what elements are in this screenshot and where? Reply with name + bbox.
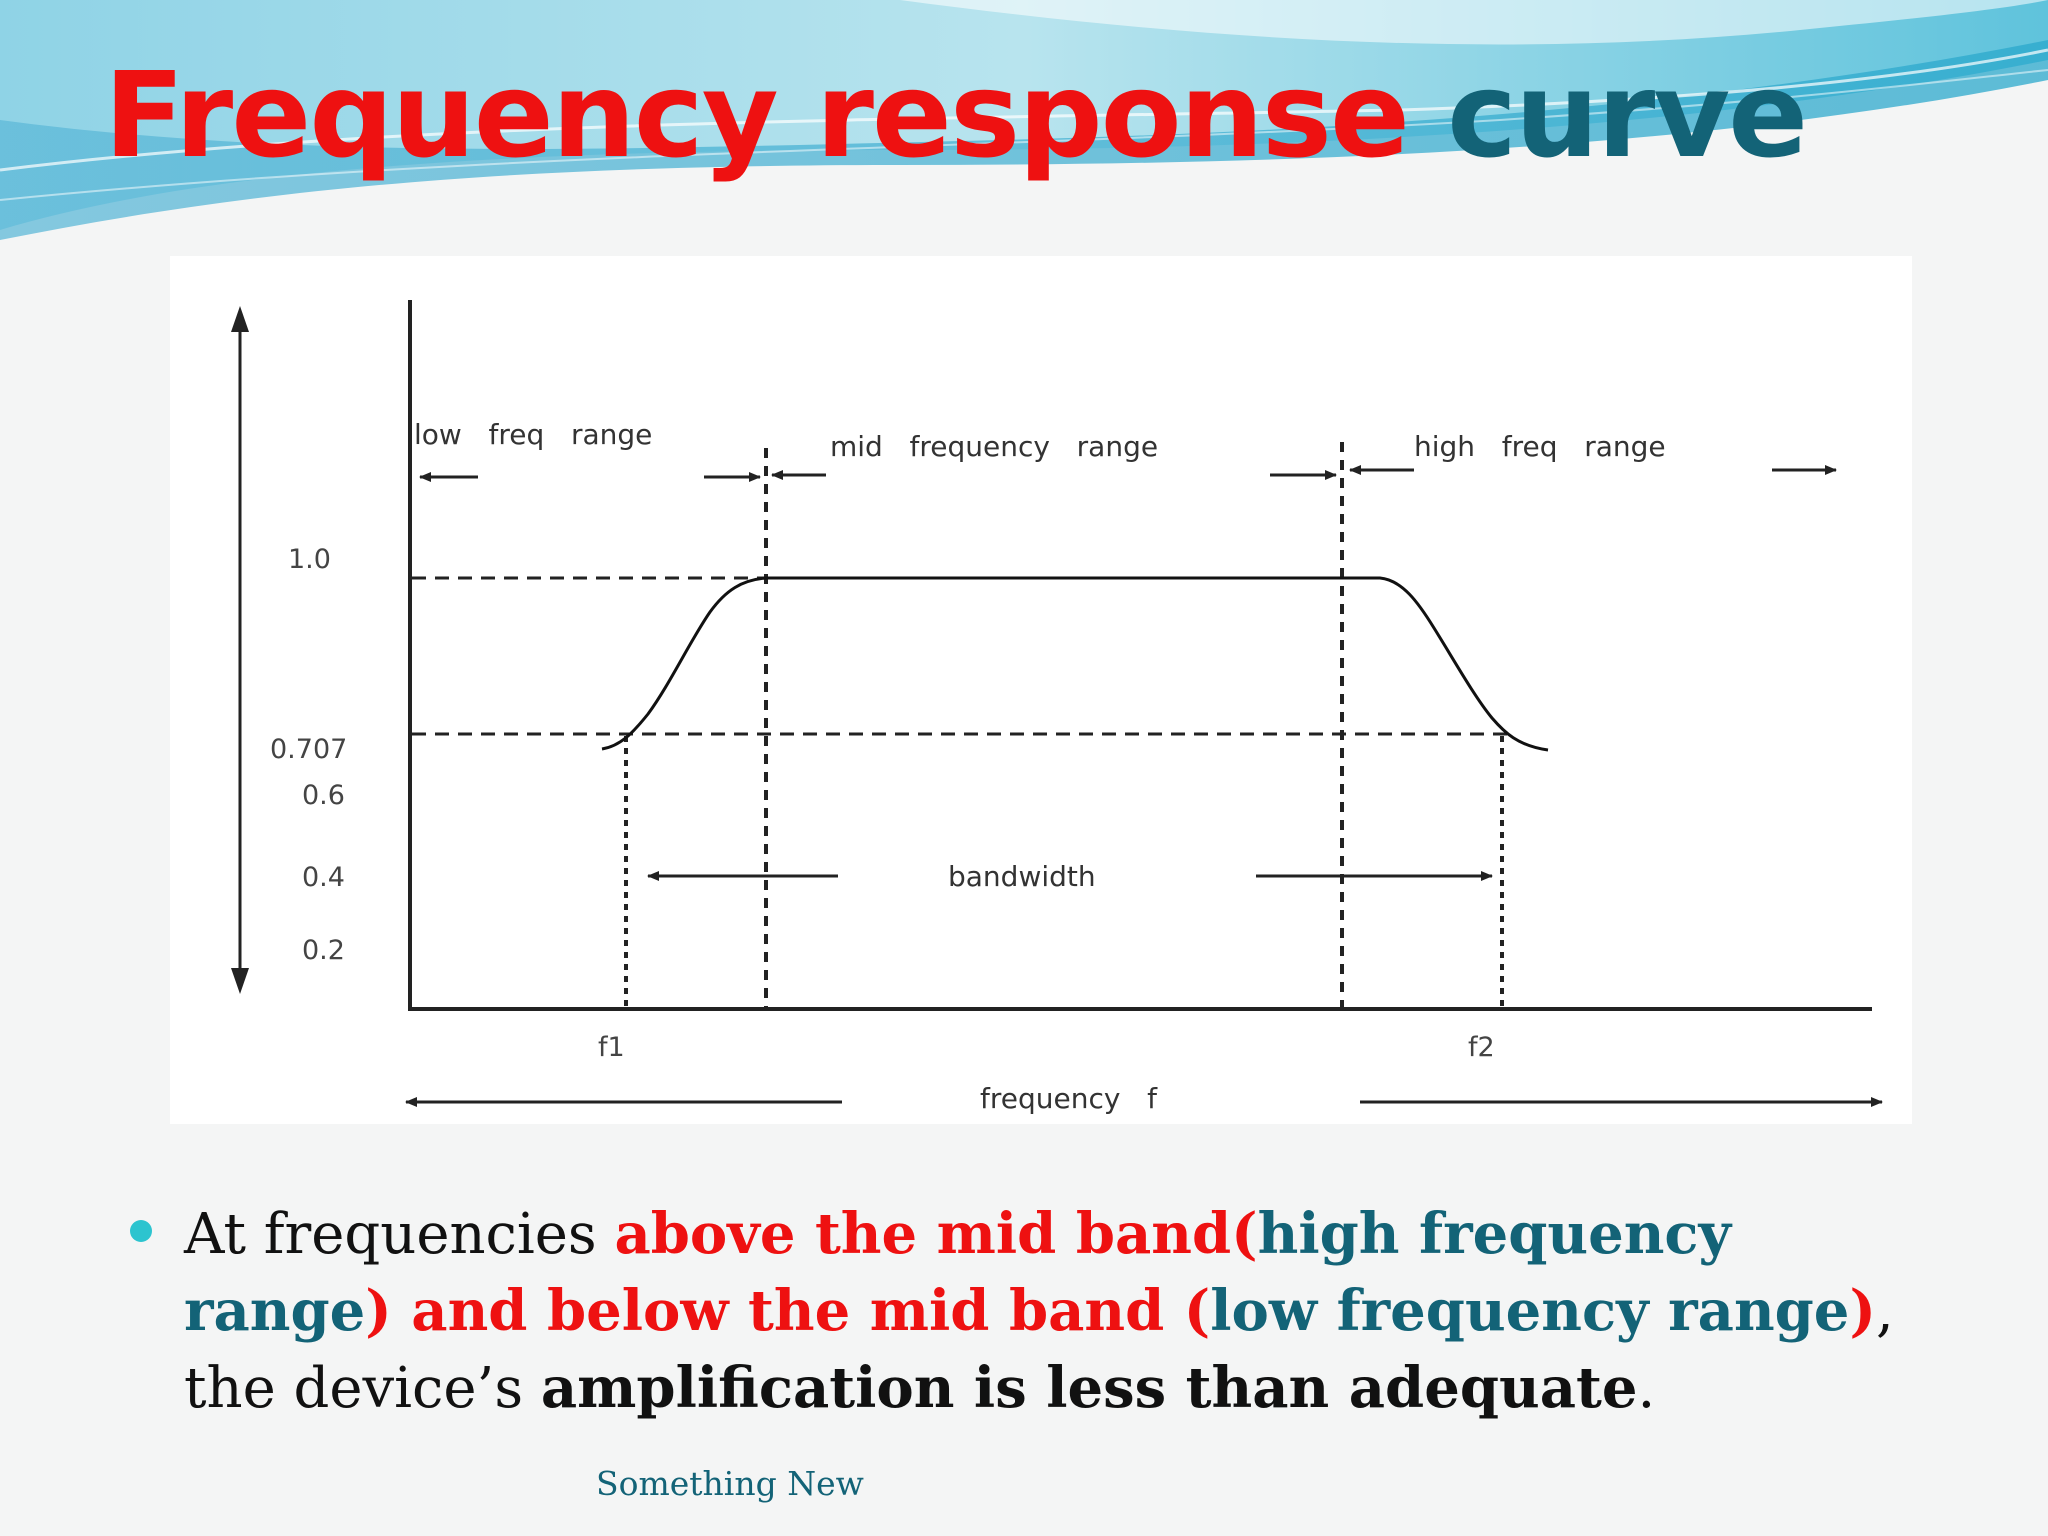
- bullet-part-high-frequency: high frequency range: [184, 1201, 1732, 1344]
- high-freq-range-label: high freq range: [1414, 430, 1666, 463]
- bullet-part-plain: At frequencies: [184, 1202, 615, 1267]
- bullet-text: At frequencies above the mid band(high f…: [184, 1196, 1926, 1427]
- bullet-dot-icon: [130, 1220, 152, 1242]
- y-tick-1-0: 1.0: [288, 544, 331, 575]
- bullet-part-device: , the device’s: [184, 1279, 1894, 1421]
- response-curve: [601, 576, 1549, 752]
- frequency-axis-label: frequency f: [980, 1082, 1158, 1115]
- frequency-response-diagram: low freq range mid frequency range high …: [231, 300, 1883, 1115]
- bullet-part-period: .: [1637, 1356, 1656, 1421]
- bullet-part-above-mid-band: above the mid band(: [614, 1201, 1258, 1267]
- bandwidth-label: bandwidth: [948, 860, 1096, 893]
- title-red-part: Frequency response: [104, 46, 1410, 184]
- y-tick-0-6: 0.6: [302, 780, 345, 811]
- footer-text: Something New: [596, 1464, 864, 1503]
- frequency-response-figure: low freq range mid frequency range high …: [170, 256, 1912, 1124]
- bullet-part-below-mid-band: ) and below the mid band (: [365, 1278, 1211, 1344]
- f2-label: f2: [1468, 1032, 1495, 1063]
- f1-label: f1: [598, 1032, 625, 1063]
- mid-frequency-range-label: mid frequency range: [830, 430, 1158, 463]
- bullet-part-amplification: amplification is less than adequate: [540, 1355, 1638, 1421]
- bullet-part-low-frequency: low frequency range: [1210, 1278, 1850, 1344]
- title-teal-part: curve: [1447, 46, 1808, 184]
- background-waves: [0, 0, 2048, 240]
- y-tick-0-2: 0.2: [302, 935, 345, 966]
- y-tick-0-4: 0.4: [302, 862, 345, 893]
- bullet-point: At frequencies above the mid band(high f…: [126, 1196, 1926, 1427]
- y-tick-0-707: 0.707: [270, 734, 347, 765]
- bullet-part-close-paren: ): [1849, 1278, 1876, 1344]
- low-freq-range-label: low freq range: [414, 418, 652, 451]
- slide-title: Frequency response curve: [104, 40, 1808, 190]
